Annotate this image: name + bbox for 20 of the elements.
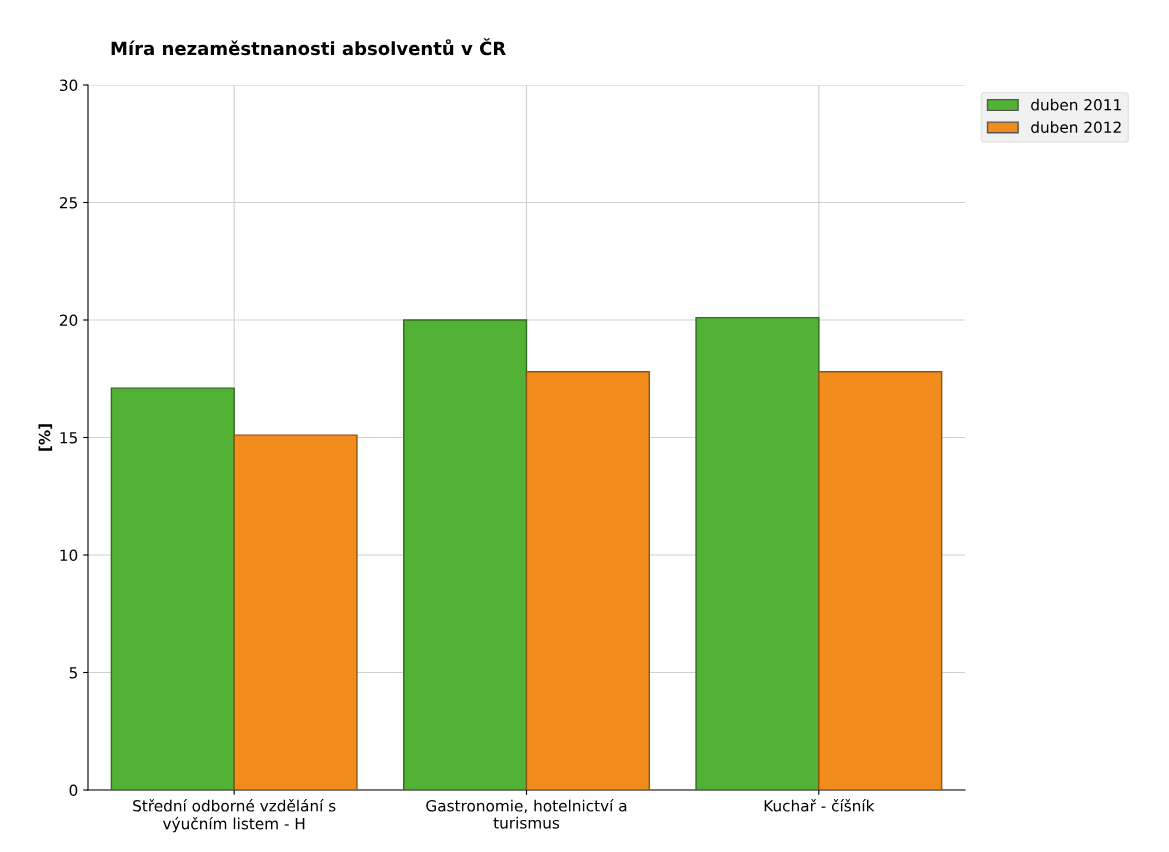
x-tick-label: Kuchař - číšník [764,799,875,812]
legend-label: duben 2012 [1031,121,1121,133]
legend-label: duben 2011 [1031,98,1121,111]
y-tick-label: 0 [69,784,78,797]
y-tick-label: 5 [69,667,77,679]
y-tick-label: 25 [59,196,77,209]
x-tick-label: Střední odborné vzdělání s výučním listem - H [133,799,336,833]
y-tick-label: 30 [60,79,78,92]
bar [403,319,528,790]
bar [695,316,820,790]
chart-title: Míra nezaměstnanosti absolventů v ČR [111,38,506,56]
y-tick-label: 20 [59,314,78,327]
y-tick-label: 15 [60,432,77,444]
y-tick-label: 10 [60,549,78,562]
x-tick-label: Gastronomie, hotelnictví a turismus [426,799,627,829]
bar [818,371,943,790]
bar [110,387,235,790]
bar [233,434,358,790]
bar [525,371,650,790]
y-axis-title: [%] [38,424,53,451]
